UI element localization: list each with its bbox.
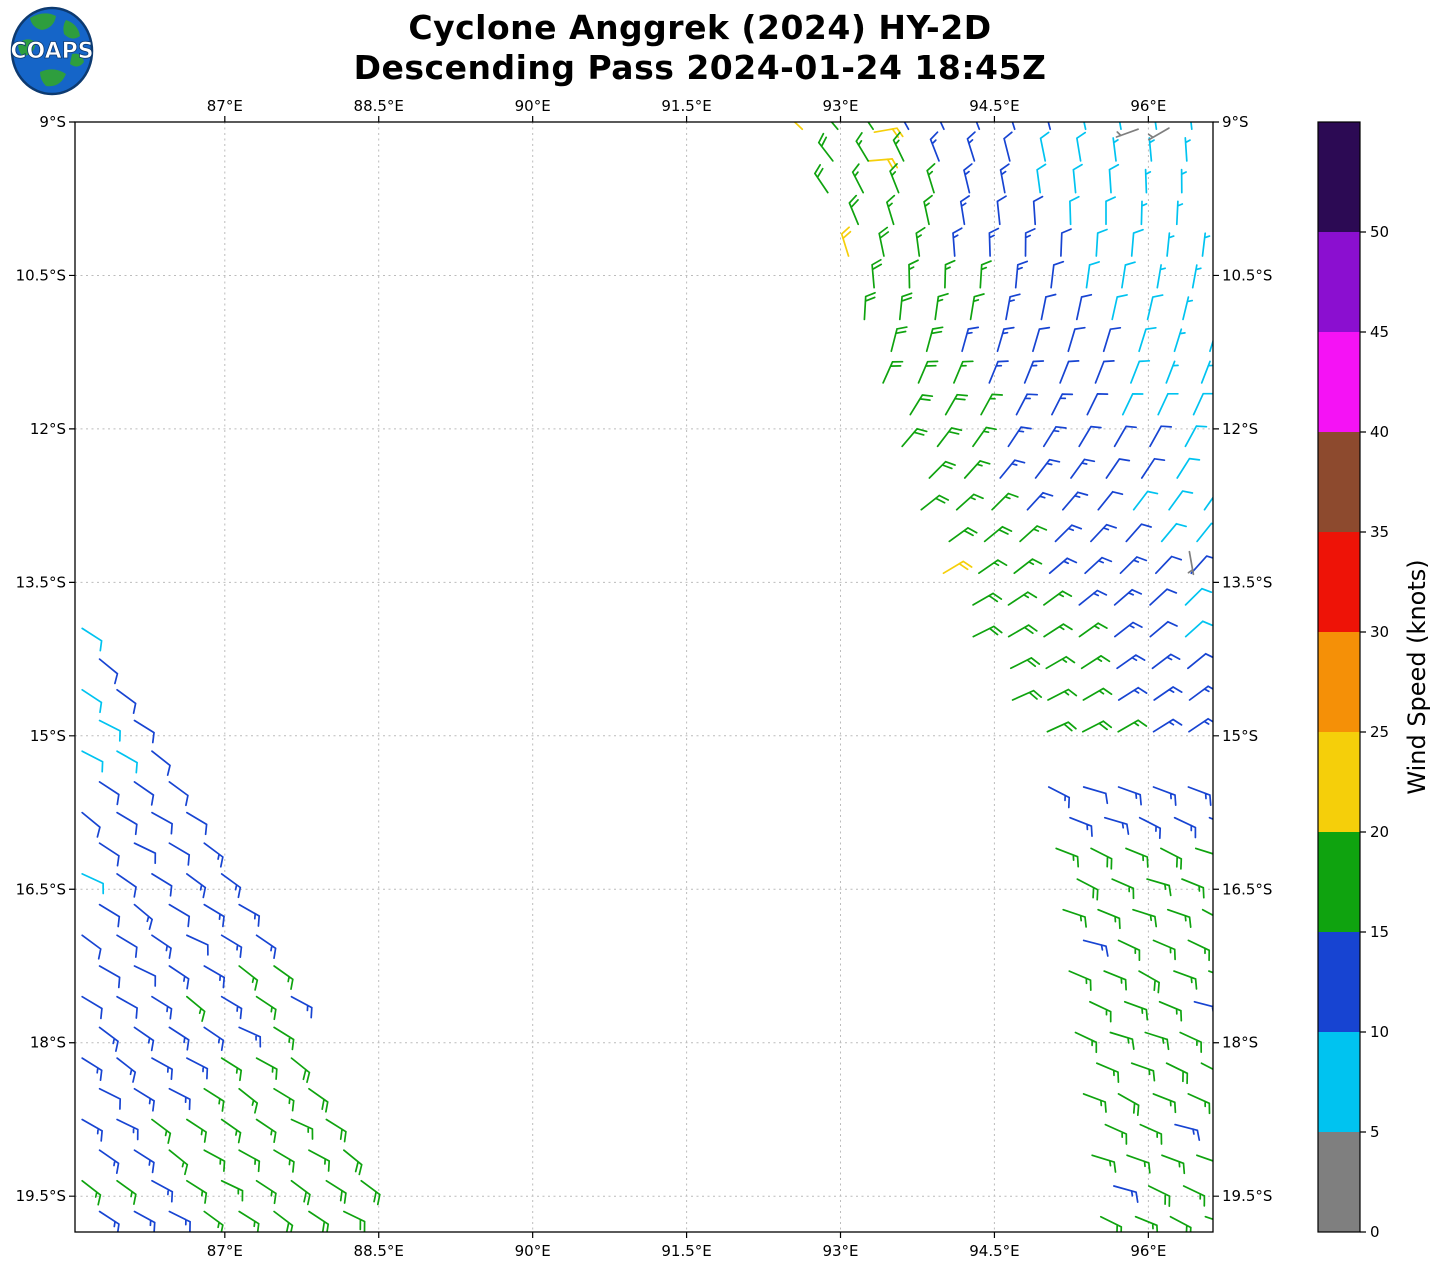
colorbar-tick-label: 10 bbox=[1370, 1023, 1389, 1041]
x-tick-label-top: 87°E bbox=[207, 97, 243, 115]
colorbar-segment bbox=[1318, 122, 1360, 232]
y-tick-label-right: 19.5°S bbox=[1222, 1187, 1272, 1205]
y-tick-label-right: 16.5°S bbox=[1222, 880, 1272, 898]
chart-subtitle: Descending Pass 2024-01-24 18:45Z bbox=[353, 48, 1047, 88]
colorbar-tick-label: 15 bbox=[1370, 923, 1389, 941]
x-tick-label-top: 90°E bbox=[515, 97, 551, 115]
x-tick-label-top: 91.5°E bbox=[661, 97, 711, 115]
y-tick-label-left: 19.5°S bbox=[16, 1187, 66, 1205]
x-tick-label-bottom: 93°E bbox=[822, 1242, 858, 1260]
colorbar-border bbox=[1317, 121, 1361, 1233]
wind-barb-layer bbox=[81, 122, 1213, 895]
wind-barbs bbox=[81, 122, 1213, 1232]
y-tick-label-right: 10.5°S bbox=[1222, 266, 1272, 284]
colorbar-tick-label: 30 bbox=[1370, 623, 1389, 641]
y-tick-label-right: 9°S bbox=[1222, 113, 1249, 131]
x-tick-label-top: 96°E bbox=[1130, 97, 1166, 115]
grid-lines bbox=[75, 121, 1213, 1232]
x-tick-label-bottom: 90°E bbox=[515, 1242, 551, 1260]
y-tick-label-right: 18°S bbox=[1222, 1034, 1258, 1052]
colorbar-segment bbox=[1318, 1132, 1360, 1232]
y-tick-label-right: 15°S bbox=[1222, 727, 1258, 745]
coaps-logo: COAPS bbox=[10, 6, 94, 96]
colorbar-segment bbox=[1318, 532, 1360, 632]
y-tick-label-right: 13.5°S bbox=[1222, 573, 1272, 591]
colorbar-tick-label: 0 bbox=[1370, 1223, 1380, 1241]
x-tick-label-bottom: 88.5°E bbox=[354, 1242, 404, 1260]
colorbar-segment bbox=[1318, 332, 1360, 432]
y-tick-label-left: 9°S bbox=[39, 113, 66, 131]
chart-title: Cyclone Anggrek (2024) HY-2D bbox=[408, 8, 992, 47]
x-tick-label-top: 88.5°E bbox=[354, 97, 404, 115]
colorbar-tick-label: 5 bbox=[1370, 1123, 1380, 1141]
x-tick-label-bottom: 96°E bbox=[1130, 1242, 1166, 1260]
colorbar-ticks bbox=[1360, 231, 1366, 1233]
y-tick-label-left: 13.5°S bbox=[16, 573, 66, 591]
x-tick-label-bottom: 87°E bbox=[207, 1242, 243, 1260]
globe-icon: COAPS bbox=[10, 6, 94, 96]
chart-header: Cyclone Anggrek (2024) HY-2D Descending … bbox=[0, 8, 1400, 89]
colorbar-tick-label: 20 bbox=[1370, 823, 1389, 841]
colorbar-segment bbox=[1318, 932, 1360, 1032]
colorbar-tick-label: 40 bbox=[1370, 423, 1389, 441]
axis-ticks bbox=[69, 116, 1219, 1238]
x-tick-label-bottom: 91.5°E bbox=[661, 1242, 711, 1260]
x-tick-label-top: 93°E bbox=[822, 97, 858, 115]
y-tick-label-left: 15°S bbox=[30, 727, 66, 745]
colorbar-segment bbox=[1318, 832, 1360, 932]
y-tick-label-left: 10.5°S bbox=[16, 266, 66, 284]
x-tick-label-top: 94.5°E bbox=[969, 97, 1019, 115]
colorbar-segment bbox=[1318, 232, 1360, 332]
wind-barb-layer bbox=[81, 122, 1213, 1232]
logo-text: COAPS bbox=[10, 39, 93, 64]
colorbar-segment bbox=[1318, 732, 1360, 832]
colorbar-tick-label: 50 bbox=[1370, 223, 1389, 241]
colorbar-tick-label: 45 bbox=[1370, 323, 1389, 341]
colorbar-label: Wind Speed (knots) bbox=[1403, 559, 1431, 794]
y-tick-label-left: 18°S bbox=[30, 1034, 66, 1052]
colorbar-segment bbox=[1318, 1032, 1360, 1132]
x-tick-label-bottom: 94.5°E bbox=[969, 1242, 1019, 1260]
wind-barb-layer bbox=[1115, 127, 1195, 576]
y-tick-label-right: 12°S bbox=[1222, 420, 1258, 438]
colorbar-segment bbox=[1318, 632, 1360, 732]
wind-barb-layer bbox=[81, 122, 1213, 1232]
colorbar-tick-label: 35 bbox=[1370, 523, 1389, 541]
y-tick-label-left: 16.5°S bbox=[16, 880, 66, 898]
colorbar-tick-label: 25 bbox=[1370, 723, 1389, 741]
plot-border bbox=[74, 121, 1214, 1233]
y-tick-label-left: 12°S bbox=[30, 420, 66, 438]
colorbar-segment bbox=[1318, 432, 1360, 532]
